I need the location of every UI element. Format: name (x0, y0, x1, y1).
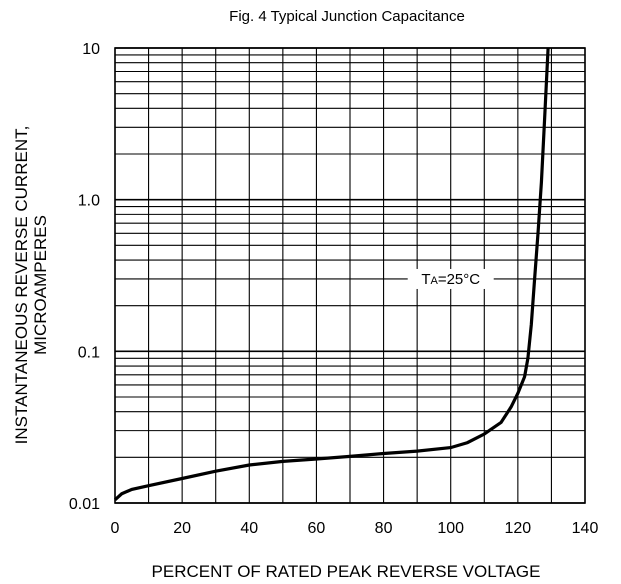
series-line (113, 47, 550, 501)
plot-frame (114, 47, 586, 504)
annotation-background (407, 268, 494, 289)
x-tick-label: 60 (308, 520, 326, 537)
y-tick-label: 0.1 (78, 344, 100, 361)
x-tick-label: 140 (572, 520, 599, 537)
y-tick-label: 10 (82, 41, 100, 58)
y-tick-labels: 0.01 0.1 1.0 10 (69, 41, 100, 513)
y-tick-label: 0.01 (69, 496, 100, 513)
annotation-label: TA=25°C (421, 271, 480, 288)
x-tick-label: 100 (437, 520, 464, 537)
annotation-ta-25c: TA=25°C (407, 268, 494, 289)
y-axis-label-line2: MICROAMPERES (31, 215, 50, 355)
chart-title: Fig. 4 Typical Junction Capacitance (229, 8, 465, 25)
y-tick-label: 1.0 (78, 193, 100, 210)
x-tick-labels: 0 20 40 60 80 100 120 140 (111, 520, 599, 537)
x-tick-label: 80 (375, 520, 393, 537)
x-tick-label: 0 (111, 520, 120, 537)
y-axis-label-line1: INSTANTANEOUS REVERSE CURRENT, (12, 126, 31, 445)
x-axis-label: PERCENT OF RATED PEAK REVERSE VOLTAGE (152, 562, 541, 581)
x-tick-label: 40 (240, 520, 258, 537)
grid (114, 47, 586, 504)
x-tick-label: 20 (173, 520, 191, 537)
x-tick-label: 120 (505, 520, 532, 537)
